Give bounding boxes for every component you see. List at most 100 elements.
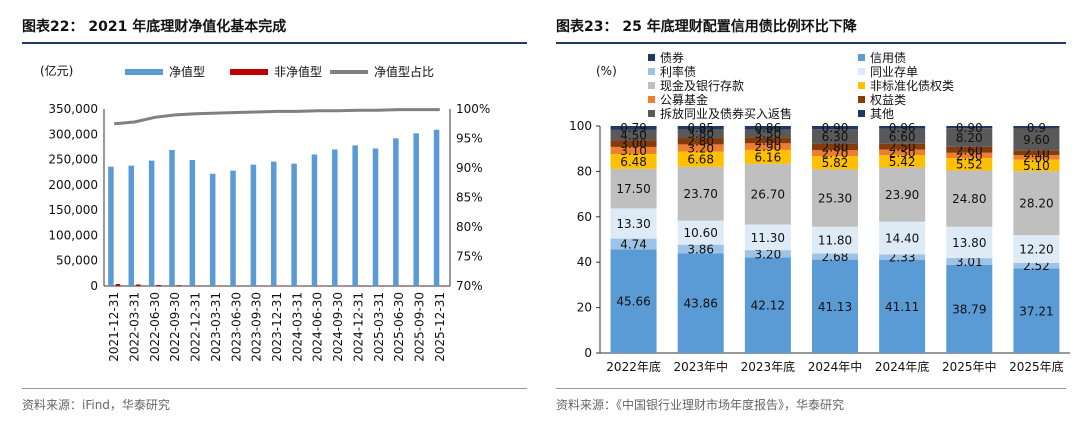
x-tick-label: 2024年底 xyxy=(875,359,930,374)
data-label-同业存单: 13.80 xyxy=(952,236,986,250)
segment-权益类-2024年中 xyxy=(812,143,858,150)
right-y-tick-label: 95% xyxy=(456,132,483,146)
bar-non-net-value-2024-06-30 xyxy=(319,285,324,287)
segment-现金及银行存款-2022年底 xyxy=(610,168,657,209)
data-label-top: 0.86 xyxy=(754,121,781,135)
bar-net-value-2022-03-31 xyxy=(128,165,135,286)
segment-信用债-2025年底 xyxy=(1013,268,1060,353)
x-tick-label: 2023-06-30 xyxy=(229,292,243,362)
legend-label-信用债: 信用债 xyxy=(870,51,906,65)
right-figure-panel: 图表23： 25 年底理财配置信用债比例环比下降 (%) 债券 信用债 利率债 同业存单… xyxy=(540,0,1080,435)
bar-net-value-2023-03-31 xyxy=(209,173,216,286)
bar-non-net-value-2022-12-31 xyxy=(197,285,202,287)
bar-non-net-value-2025-09-30 xyxy=(420,285,426,287)
right-unit-label: (%) xyxy=(596,64,617,78)
right-source-rule xyxy=(556,388,1066,389)
data-label-利率债: 3.86 xyxy=(687,243,714,257)
segment-利率债-2025年底 xyxy=(1013,262,1060,269)
x-tick-label: 2023年底 xyxy=(741,359,796,374)
left-y-tick-label: 250,000 xyxy=(48,153,98,167)
segment-同业存单-2024年底 xyxy=(879,221,926,255)
segment-现金及银行存款-2023年中 xyxy=(677,166,724,221)
data-label-公募基金: 3.20 xyxy=(687,142,714,156)
segment-其他-2024年底 xyxy=(879,126,926,129)
data-label-top: 0.9 xyxy=(1027,121,1046,135)
data-label-非标准化债权类: 6.48 xyxy=(620,155,647,169)
data-label-拆放同业及债券买入返售: 6.60 xyxy=(889,130,916,144)
data-label-利率债: 3.01 xyxy=(956,255,983,269)
segment-公募基金-2023年底 xyxy=(744,143,791,150)
x-tick-label: 2024年中 xyxy=(808,359,863,374)
segment-信用债-2023年中 xyxy=(677,253,724,353)
segment-同业存单-2023年中 xyxy=(677,220,724,245)
net-value-share-line xyxy=(114,108,440,126)
data-label-现金及银行存款: 24.80 xyxy=(952,192,986,206)
legend-swatch-0 xyxy=(125,69,163,75)
data-label-同业存单: 10.60 xyxy=(684,226,718,240)
segment-非标准化债权类-2025年底 xyxy=(1013,159,1060,172)
x-tick-label: 2025年中 xyxy=(942,359,997,374)
y-tick-label: 100 xyxy=(569,119,592,133)
legend-label-其他: 其他 xyxy=(870,107,894,121)
data-label-现金及银行存款: 23.70 xyxy=(684,187,718,201)
segment-非标准化债权类-2022年底 xyxy=(610,153,657,169)
legend-swatch-现金及银行存款 xyxy=(648,82,655,89)
left-figure-title: 图表22： 2021 年底理财净值化基本完成 xyxy=(22,19,287,35)
data-label-利率债: 4.74 xyxy=(620,237,647,251)
x-tick-label: 2024-09-30 xyxy=(331,292,345,362)
data-label-top: 0.90 xyxy=(822,121,849,135)
x-tick-label: 2022-06-30 xyxy=(148,292,162,362)
bar-net-value-2022-12-31 xyxy=(189,160,196,286)
data-label-公募基金: 2.90 xyxy=(754,140,781,154)
bar-non-net-value-2021-12-31 xyxy=(115,283,121,286)
bar-non-net-value-2023-03-31 xyxy=(217,285,222,287)
legend-swatch-利率债 xyxy=(648,68,655,75)
segment-非标准化债权类-2025年中 xyxy=(946,157,993,171)
right-figure-title: 图表23： 25 年底理财配置信用债比例环比下降 xyxy=(556,19,857,35)
legend-swatch-公募基金 xyxy=(648,96,655,103)
segment-拆放同业及债券买入返售-2023年中 xyxy=(677,129,724,139)
x-tick-label: 2022年底 xyxy=(606,359,661,374)
right-y-tick-label: 100% xyxy=(456,102,490,116)
bar-non-net-value-2025-12-31 xyxy=(441,285,446,287)
segment-非标准化债权类-2024年中 xyxy=(812,156,858,170)
left-y-tick-label: 350,000 xyxy=(48,102,98,116)
data-label-现金及银行存款: 25.30 xyxy=(818,192,852,206)
x-tick-label: 2023年中 xyxy=(673,359,728,374)
left-source-rule xyxy=(22,388,527,389)
bar-net-value-2022-06-30 xyxy=(148,160,155,286)
data-label-拆放同业及债券买入返售: 8.20 xyxy=(956,131,983,145)
segment-其他-2025年底 xyxy=(1013,126,1060,129)
data-label-信用债: 37.21 xyxy=(1019,304,1053,318)
right-y-tick-label: 85% xyxy=(456,191,483,205)
legend-swatch-债券 xyxy=(648,54,655,61)
segment-利率债-2024年底 xyxy=(879,254,926,260)
x-tick-label: 2025年底 xyxy=(1009,359,1064,374)
data-label-信用债: 43.86 xyxy=(684,297,718,311)
x-tick-label: 2025-12-31 xyxy=(433,292,447,362)
data-label-现金及银行存款: 23.90 xyxy=(885,188,919,202)
segment-现金及银行存款-2024年底 xyxy=(879,167,926,222)
data-label-非标准化债权类: 5.82 xyxy=(822,156,849,170)
left-y-tick-label: 50,000 xyxy=(56,254,98,268)
segment-权益类-2023年中 xyxy=(677,138,724,145)
bar-net-value-2023-06-30 xyxy=(230,170,236,286)
data-label-top: 0.85 xyxy=(687,121,714,135)
bar-non-net-value-2024-12-31 xyxy=(359,285,365,287)
data-label-top: 0.96 xyxy=(889,121,916,135)
bar-net-value-2022-09-30 xyxy=(169,149,175,286)
left-chart: (亿元) 净值型 非净值型 净值型占比 350,000 300,000 250,000 200… xyxy=(40,63,490,362)
segment-其他-2024年中 xyxy=(812,126,858,130)
legend-label-0: 净值型 xyxy=(169,64,205,79)
bar-net-value-2024-09-30 xyxy=(332,149,338,286)
segment-公募基金-2025年底 xyxy=(1013,154,1060,160)
segment-其他-2025年中 xyxy=(946,126,993,129)
legend-swatch-非标准化债权类 xyxy=(858,82,865,89)
data-label-同业存单: 11.30 xyxy=(751,231,785,245)
data-label-现金及银行存款: 17.50 xyxy=(616,182,650,196)
x-tick-label: 2022-03-31 xyxy=(128,292,142,362)
left-y-tick-label: 150,000 xyxy=(48,203,98,217)
segment-拆放同业及债券买入返售-2024年底 xyxy=(879,128,926,144)
x-tick-label: 2022-12-31 xyxy=(189,292,203,362)
